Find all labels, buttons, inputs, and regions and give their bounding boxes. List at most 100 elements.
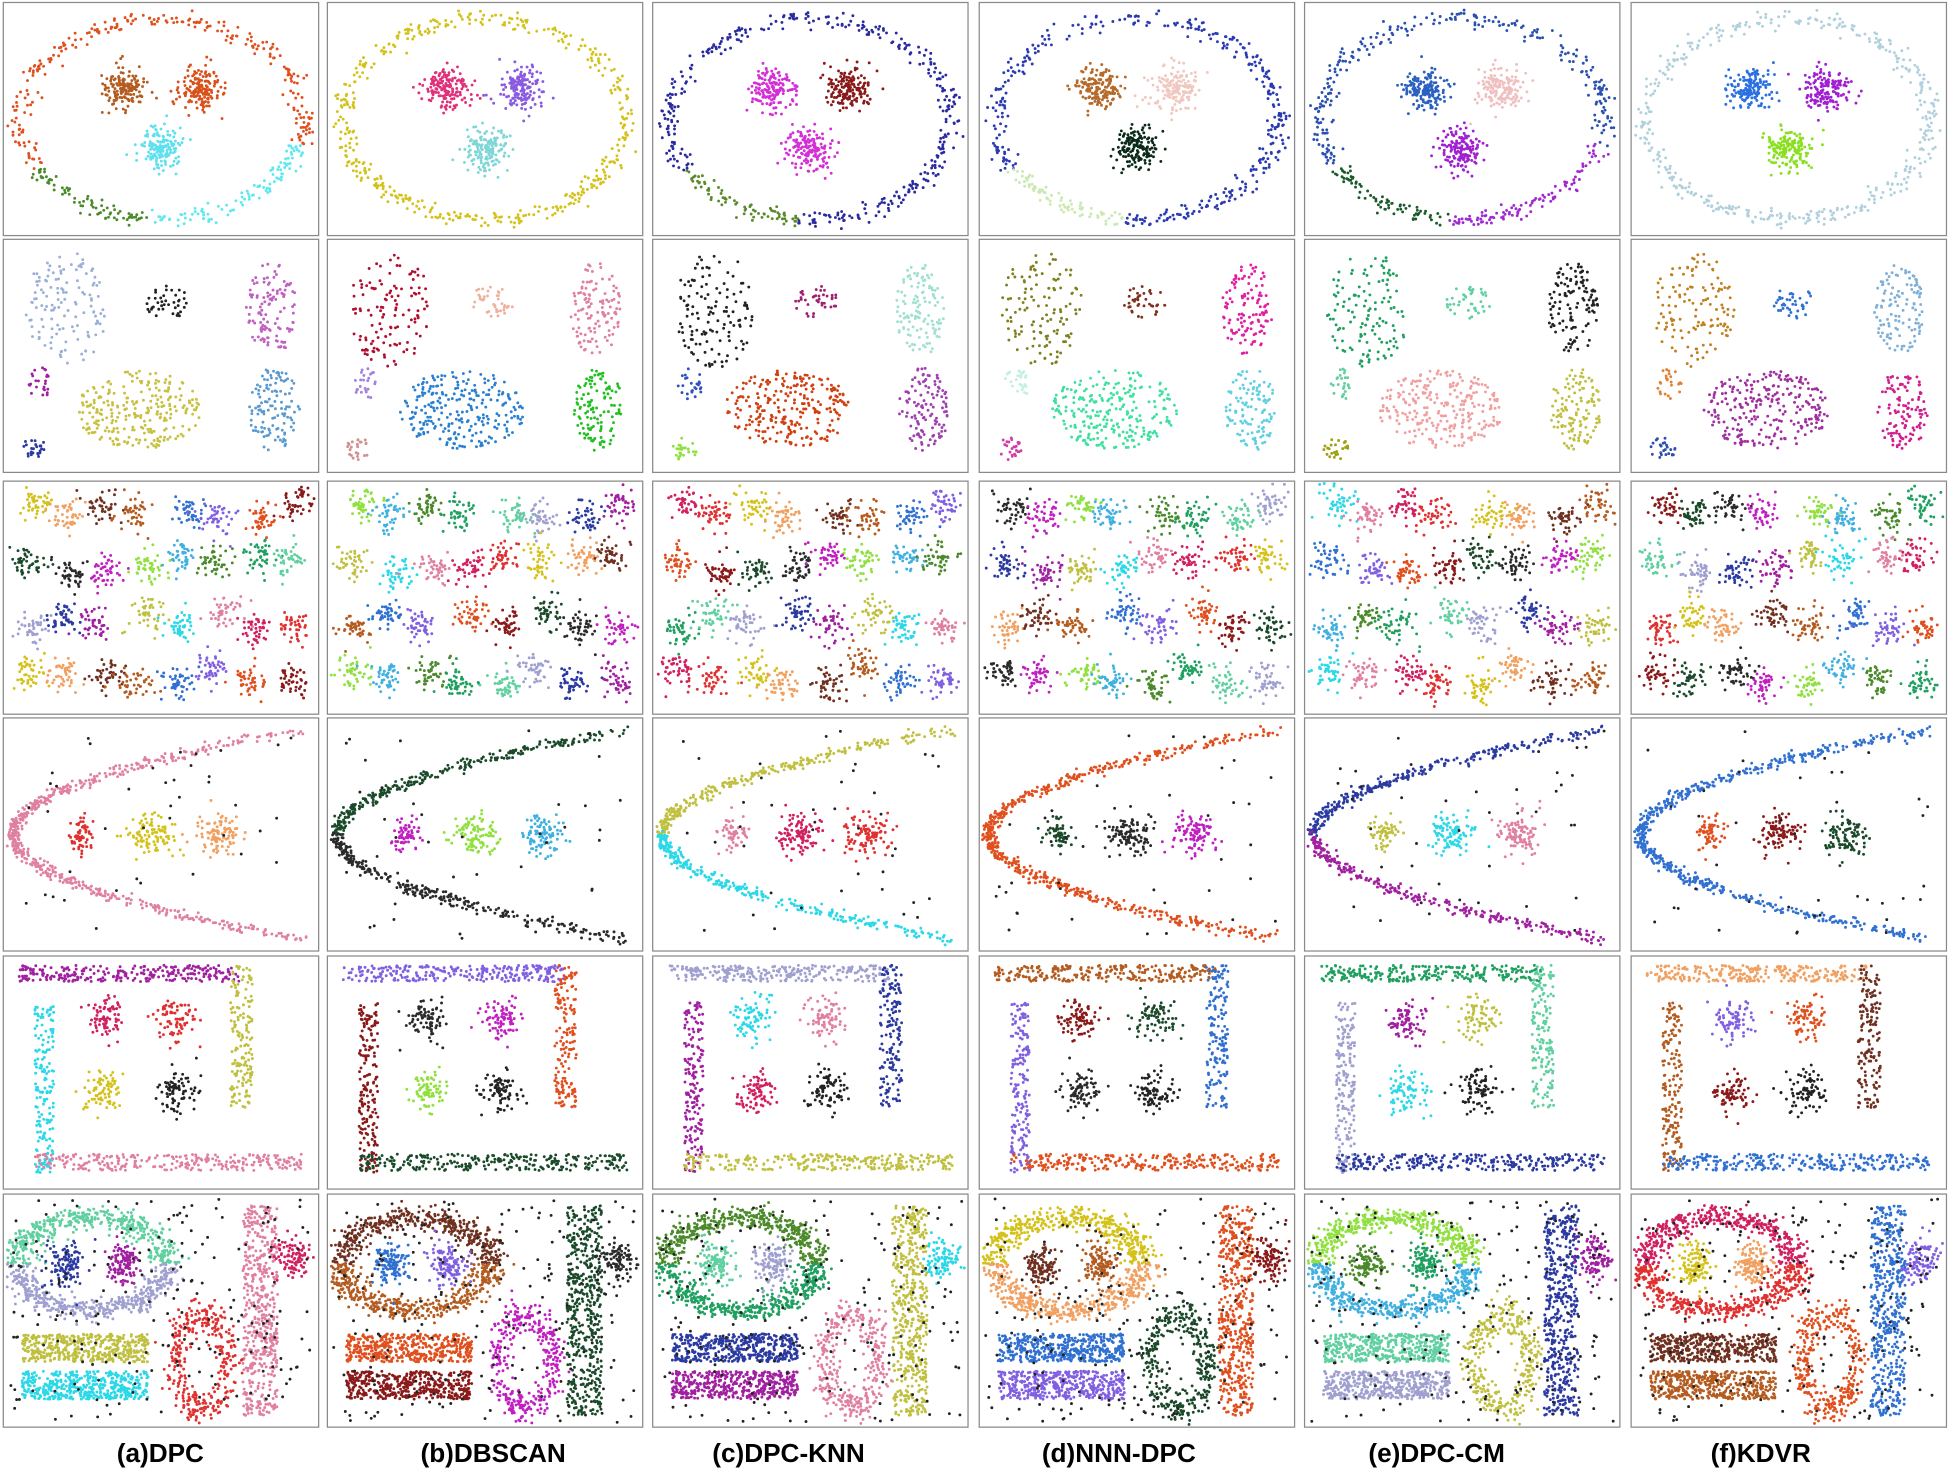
point-cluster [169,55,227,120]
point-cluster [1343,1232,1395,1290]
point-cluster [697,493,732,536]
column-label: (a)DPC [117,1438,204,1468]
point-cluster [1000,252,1083,365]
point-cluster [180,799,247,859]
point-cluster [1306,1262,1483,1325]
point-cluster [1427,809,1491,857]
point-cluster [1814,534,1867,585]
point-cluster [1059,657,1108,691]
point-cluster [736,648,779,698]
point-cluster [1341,657,1387,700]
point-cluster [1655,252,1736,368]
point-cluster [522,531,563,583]
point-cluster [1648,1332,1778,1364]
point-cluster [1024,497,1062,539]
point-cluster [1020,549,1064,601]
point-cluster [79,993,124,1048]
point-cluster [1077,1228,1119,1293]
point-cluster [685,169,800,228]
point-cluster [809,663,848,703]
point-cluster [1160,809,1224,860]
point-cluster [1638,537,1682,578]
point-cluster [1707,490,1753,532]
point-cluster [242,538,284,582]
point-cluster [351,253,429,368]
point-cluster [481,539,521,571]
point-cluster [898,366,949,452]
point-cluster [667,485,708,519]
point-cluster [1095,813,1157,858]
panel-frame [652,238,969,474]
point-cluster [559,666,604,701]
point-cluster [9,1197,312,1421]
point-cluster [1856,964,1882,1109]
point-cluster [1572,1228,1618,1294]
panel-frame [978,1,1296,237]
point-cluster [1129,536,1173,574]
point-cluster [776,122,841,180]
point-cluster [715,806,751,856]
point-cluster [1342,499,1384,543]
point-cluster [1442,992,1503,1047]
point-cluster [999,436,1023,461]
point-cluster [532,590,563,634]
point-cluster [775,589,816,632]
point-cluster [1396,55,1456,116]
panel-frame [1303,955,1621,1190]
point-cluster [1772,289,1813,320]
point-cluster [49,555,89,596]
panel-frame [1303,717,1621,952]
point-cluster [185,502,240,548]
point-cluster [1459,1289,1544,1426]
point-cluster [1006,168,1124,226]
point-cluster [1649,1369,1778,1401]
point-cluster [272,485,316,523]
point-cluster [1466,606,1509,646]
point-cluster [1347,603,1391,640]
point-cluster [842,807,899,863]
point-cluster [1125,669,1172,704]
point-cluster [984,9,1292,172]
point-cluster [1873,264,1924,353]
point-cluster [1384,996,1435,1048]
point-cluster [1443,1064,1515,1116]
point-cluster [24,252,106,365]
point-cluster [890,1204,929,1417]
point-cluster [33,1005,56,1174]
panel-frame [2,480,320,715]
point-cluster [358,1152,629,1172]
point-cluster [1138,494,1186,536]
point-cluster [984,540,1027,580]
point-cluster [665,606,701,656]
panel-frame [2,1,320,237]
panel-frame [1630,955,1948,1190]
point-cluster [1309,8,1617,165]
point-cluster [1331,164,1450,227]
point-cluster [656,656,701,699]
point-cluster [24,736,293,930]
point-cluster [924,609,966,645]
point-cluster [1385,553,1428,590]
point-cluster [1429,586,1471,639]
point-cluster [1045,607,1095,645]
panels [2,1,1948,1428]
point-cluster [19,486,53,522]
point-cluster [981,724,1283,839]
point-cluster [566,536,604,577]
point-cluster [1402,1232,1449,1292]
point-cluster [199,595,254,629]
point-cluster [451,121,515,179]
point-cluster [794,284,838,319]
point-cluster [194,645,228,693]
point-cluster [33,1152,303,1172]
point-cluster [1036,814,1078,856]
point-cluster [842,542,880,583]
point-cluster [781,545,812,583]
point-cluster [154,1056,203,1121]
point-cluster [442,808,502,856]
point-cluster [1461,535,1502,580]
point-cluster [1334,1001,1357,1175]
point-cluster [1752,806,1807,865]
point-cluster [689,597,739,639]
point-cluster [1571,533,1612,581]
